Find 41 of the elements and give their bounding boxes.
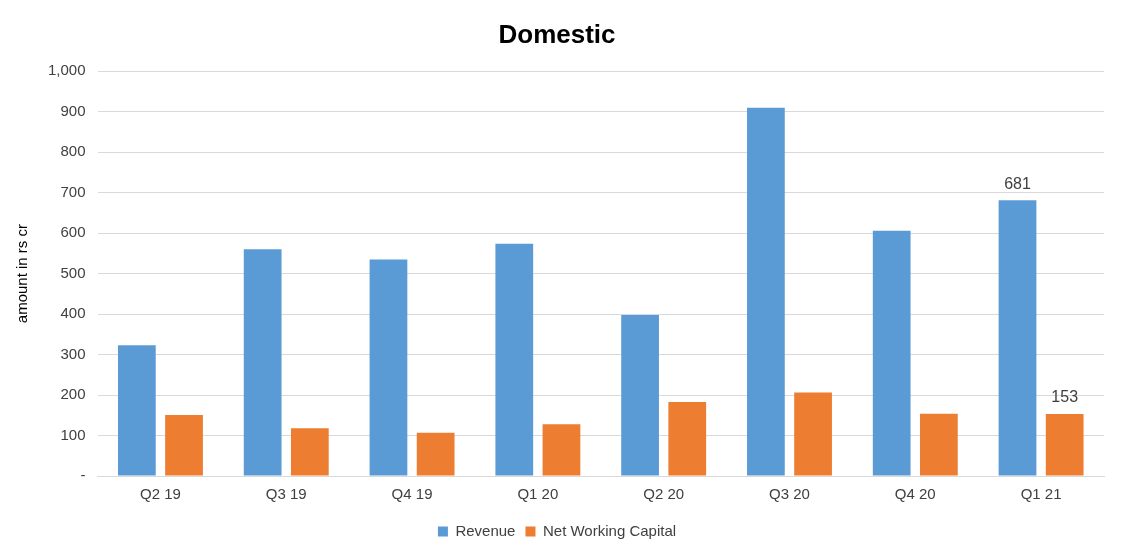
x-tick-label: Q4 20 [894, 485, 936, 503]
bar [165, 414, 203, 476]
bar [747, 107, 785, 476]
legend-label: Net Working Capital [542, 521, 677, 539]
bar [621, 314, 659, 476]
x-tick-label: Q4 19 [391, 485, 433, 503]
chart-title: Domestic [498, 18, 616, 49]
y-axis-title: amount in rs cr [13, 224, 31, 324]
legend-label: Revenue [455, 521, 516, 539]
bar [542, 424, 581, 476]
x-tick-label: Q3 19 [265, 485, 307, 503]
y-tick-label: - [80, 466, 86, 484]
bar [794, 392, 832, 476]
bar [290, 428, 329, 476]
x-tick-label: Q1 20 [517, 485, 559, 503]
data-label: 153 [1051, 388, 1079, 406]
data-label: 681 [1004, 174, 1031, 192]
bar [872, 230, 911, 476]
y-tick-label: 700 [60, 182, 86, 200]
y-tick-label: 800 [60, 142, 86, 160]
y-tick-label: 900 [60, 101, 86, 119]
bar [920, 413, 958, 476]
x-tick-label: Q2 20 [643, 485, 685, 503]
y-tick-label: 500 [60, 263, 86, 281]
bar [117, 345, 156, 476]
y-tick-label: 300 [60, 344, 86, 362]
bar [416, 432, 455, 476]
bar [495, 243, 534, 476]
y-tick-label: 200 [60, 385, 86, 403]
bar [243, 249, 282, 476]
y-tick-label: 1,000 [47, 61, 86, 79]
y-tick-label: 600 [60, 223, 86, 241]
x-tick-label: Q2 19 [140, 485, 181, 503]
bar [1045, 414, 1084, 476]
bar [668, 401, 707, 476]
y-tick-label: 400 [60, 304, 86, 322]
x-tick-label: Q1 21 [1020, 485, 1062, 503]
y-tick-label: 100 [60, 425, 86, 443]
x-tick-label: Q3 20 [769, 485, 810, 503]
bar [369, 259, 408, 476]
bar [998, 200, 1037, 476]
